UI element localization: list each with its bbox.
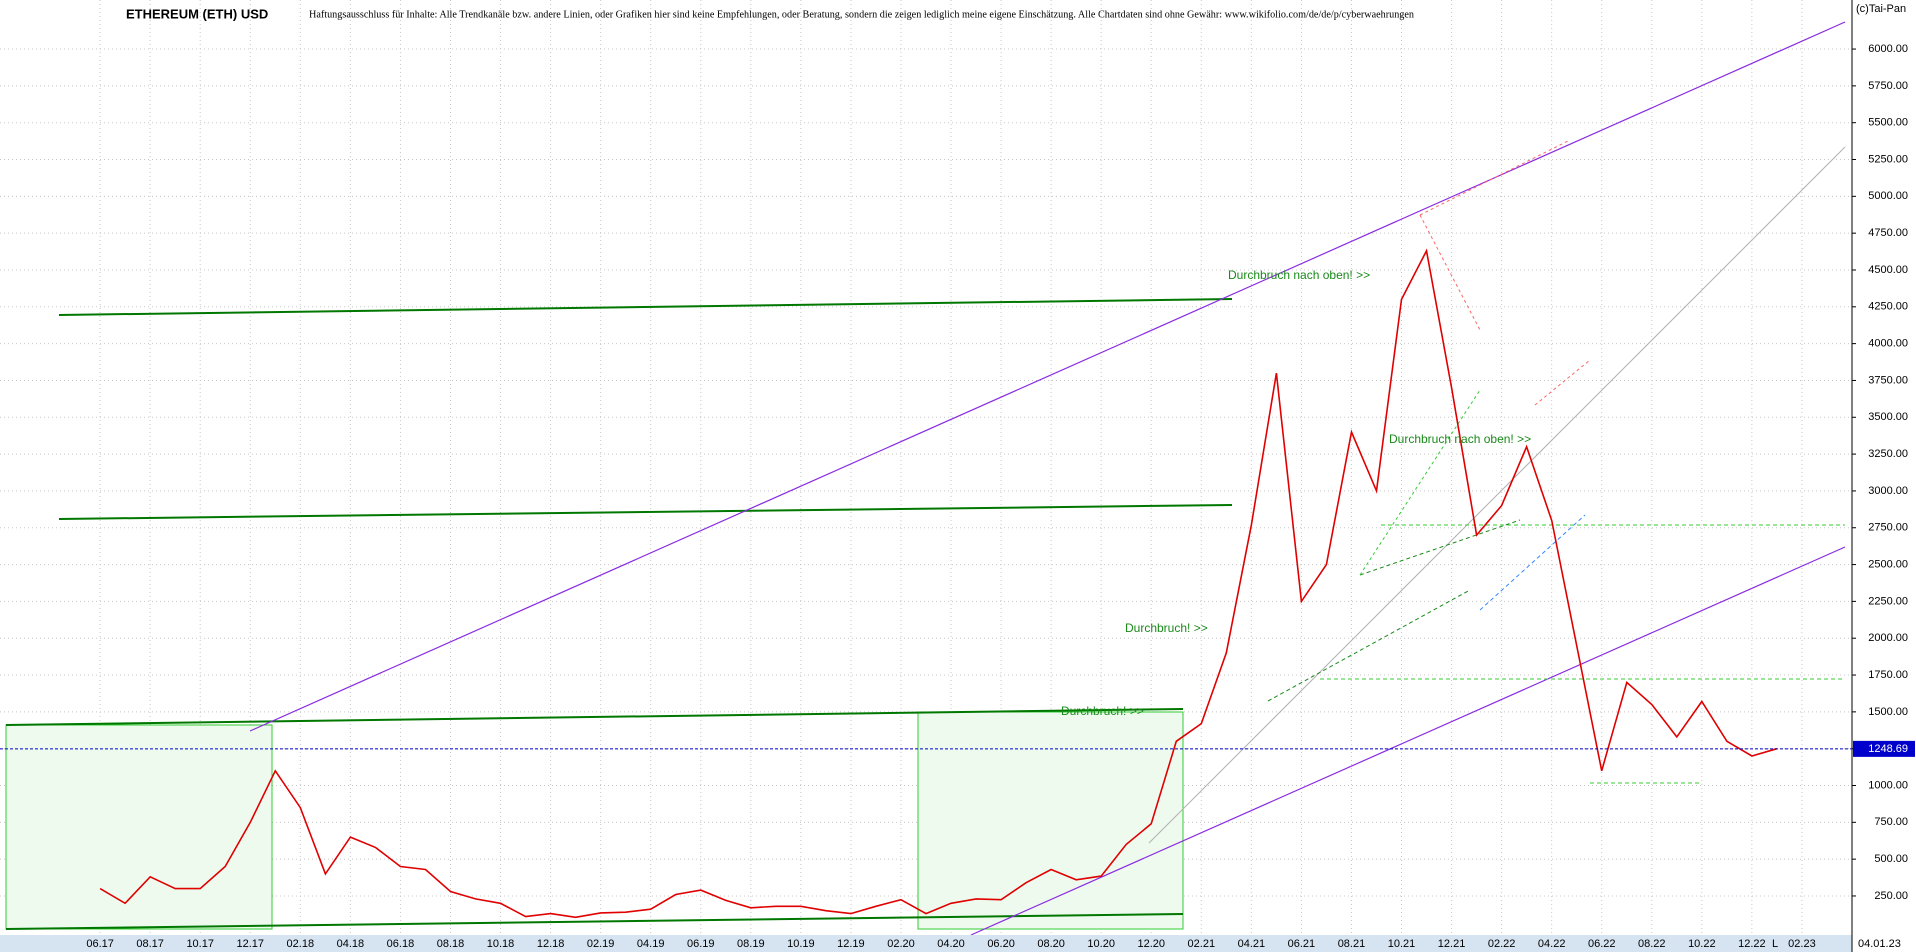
annotation: Durchbruch nach oben! >>: [1228, 268, 1370, 282]
y-tick-label: 5750.00: [1868, 80, 1908, 92]
x-tick-label: 06.19: [687, 938, 715, 950]
y-tick-label: 2750.00: [1868, 522, 1908, 534]
y-tick-label: 5250.00: [1868, 153, 1908, 165]
range-box: [5, 724, 273, 930]
corner-label: L: [1772, 938, 1778, 950]
trend-line: [1419, 139, 1571, 216]
x-tick-label: 02.18: [287, 938, 315, 950]
annotation: Durchbruch! >>: [1125, 621, 1208, 635]
annotation: Durchbruch nach oben! >>: [1389, 432, 1531, 446]
x-tick-label: 06.20: [987, 938, 1015, 950]
data: [99, 248, 1778, 919]
chart-title: ETHEREUM (ETH) USD: [126, 6, 268, 21]
x-tick-label: 06.18: [387, 938, 415, 950]
y-tick-label: 2000.00: [1868, 632, 1908, 644]
x-tick-label: 12.18: [537, 938, 565, 950]
x-tick-label: 06.21: [1288, 938, 1316, 950]
y-tick-label: 1000.00: [1868, 779, 1908, 791]
x-tick-label: 08.22: [1638, 938, 1666, 950]
x-tick-label: 08.17: [136, 938, 164, 950]
x-tick-label: 02.23: [1788, 938, 1816, 950]
trend-line: [58, 298, 1233, 316]
disclaimer: Haftungsausschluss für Inhalte: Alle Tre…: [309, 9, 1414, 20]
x-tick-label: 04.21: [1238, 938, 1266, 950]
x-tick-label: 08.20: [1037, 938, 1065, 950]
price-line: [99, 248, 1778, 919]
x-tick-label: 02.20: [887, 938, 915, 950]
x-tick-label: 10.20: [1087, 938, 1115, 950]
x-tick-label: 04.19: [637, 938, 665, 950]
trend-line: [1419, 214, 1481, 331]
last-price-label: 1248.69: [1868, 743, 1908, 755]
x-tick-label: 10.21: [1388, 938, 1416, 950]
trend-line: [1479, 514, 1586, 611]
x-tick-label: 10.22: [1688, 938, 1716, 950]
grid: [0, 0, 1852, 935]
x-tick-label: 04.22: [1538, 938, 1566, 950]
trend-line: [1148, 146, 1846, 844]
date-label: 04.01.23: [1858, 938, 1901, 950]
y-tick-label: 3750.00: [1868, 374, 1908, 386]
y-tick-label: 2250.00: [1868, 595, 1908, 607]
x-tick-label: 06.17: [86, 938, 114, 950]
x-axis-strip: [0, 935, 1852, 952]
trend-line: [58, 504, 1233, 520]
x-tick-label: 02.19: [587, 938, 615, 950]
x-tick-label: 08.19: [737, 938, 765, 950]
y-tick-label: 4250.00: [1868, 301, 1908, 313]
x-tick-label: 10.17: [186, 938, 214, 950]
y-tick-label: 2500.00: [1868, 558, 1908, 570]
y-tick-label: 6000.00: [1868, 43, 1908, 55]
trend-channel: [249, 21, 1846, 732]
x-tick-label: 04.20: [937, 938, 965, 950]
annotation: Durchbruch! >>: [1061, 704, 1144, 718]
x-tick-label: 12.19: [837, 938, 865, 950]
y-tick-label: 4750.00: [1868, 227, 1908, 239]
trend-line: [5, 913, 1184, 930]
x-tick-label: 12.22: [1738, 938, 1766, 950]
x-tick-label: 10.18: [487, 938, 515, 950]
x-tick-label: 12.20: [1137, 938, 1165, 950]
trend-channel: [970, 546, 1846, 936]
y-tick-label: 3000.00: [1868, 485, 1908, 497]
y-tick-label: 5000.00: [1868, 190, 1908, 202]
y-tick-label: 4500.00: [1868, 264, 1908, 276]
x-tick-label: 04.18: [337, 938, 365, 950]
x-tick-label: 12.21: [1438, 938, 1466, 950]
x-tick-label: 02.21: [1188, 938, 1216, 950]
x-tick-label: 06.22: [1588, 938, 1616, 950]
x-tick-label: 12.17: [237, 938, 265, 950]
y-tick-label: 3250.00: [1868, 448, 1908, 460]
trend-line: [5, 708, 1184, 726]
last-price-box: [1853, 740, 1915, 757]
x-tick-label: 08.21: [1338, 938, 1366, 950]
y-tick-label: 1750.00: [1868, 669, 1908, 681]
x-tick-label: 08.18: [437, 938, 465, 950]
y-tick-label: 750.00: [1874, 816, 1908, 828]
copyright: (c)Tai-Pan: [1856, 3, 1906, 15]
y-tick-label: 500.00: [1874, 853, 1908, 865]
y-tick-label: 4000.00: [1868, 338, 1908, 350]
range-box: [917, 711, 1184, 930]
x-tick-label: 02.22: [1488, 938, 1516, 950]
y-tick-label: 250.00: [1874, 890, 1908, 902]
y-tick-label: 5500.00: [1868, 117, 1908, 129]
trend-line: [1267, 589, 1471, 702]
y-tick-label: 3500.00: [1868, 411, 1908, 423]
trend-line: [1359, 519, 1521, 576]
trend-line: [1359, 389, 1481, 576]
x-tick-label: 10.19: [787, 938, 815, 950]
y-tick-label: 1500.00: [1868, 706, 1908, 718]
